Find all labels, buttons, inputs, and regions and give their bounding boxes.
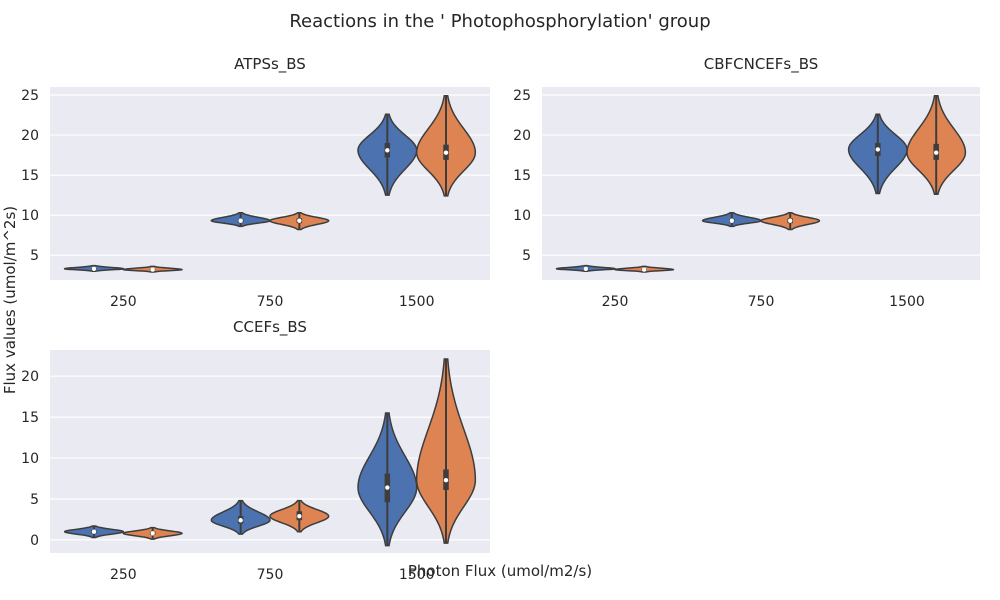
subplot-2: 5 10 15 20 25 250 750 1500 CBFCNCEFs_BS xyxy=(513,55,980,310)
x-tick-label: 1500 xyxy=(889,294,925,310)
violin-median-point xyxy=(385,148,390,153)
y-axis-label: Flux values (umol/m^2s) xyxy=(1,206,19,394)
violin-median-point xyxy=(934,150,939,155)
y-tick-label: 10 xyxy=(21,208,39,224)
violin-group xyxy=(701,211,762,228)
violin-group xyxy=(269,499,330,533)
y-tick-label: 5 xyxy=(30,248,39,264)
y-tick-label: 5 xyxy=(30,492,39,508)
y-tick-label: 15 xyxy=(21,168,39,184)
subplot-title: CCEFs_BS xyxy=(233,318,307,337)
violin-median-point xyxy=(238,518,243,523)
y-tick-label: 0 xyxy=(30,533,39,549)
x-tick-label: 250 xyxy=(110,294,137,310)
violin-median-point xyxy=(238,218,243,223)
subplot-1: 5 10 15 20 25 250 750 1500 ATPSs_BS xyxy=(21,55,490,310)
violin-group xyxy=(415,95,477,197)
violin-median-point xyxy=(642,267,647,272)
violin-median-point xyxy=(385,485,390,490)
violin-group xyxy=(122,526,183,540)
x-axis-label: Photon Flux (umol/m2/s) xyxy=(408,562,592,580)
plot-area xyxy=(50,87,490,280)
y-tick-label: 10 xyxy=(513,208,531,224)
violin-median-point xyxy=(150,531,155,536)
violin-group xyxy=(269,211,330,231)
violin-group xyxy=(614,265,675,273)
violin-group xyxy=(63,525,125,539)
violin-median-point xyxy=(729,218,734,223)
x-tick-label: 750 xyxy=(257,294,284,310)
x-tick-label: 250 xyxy=(110,567,137,583)
figure-title: Reactions in the ' Photophosphorylation'… xyxy=(289,11,710,32)
y-tick-label: 25 xyxy=(513,88,531,104)
violin-median-point xyxy=(150,267,155,272)
plot-area xyxy=(542,87,980,280)
violin-group xyxy=(415,358,477,544)
violin-median-point xyxy=(788,218,793,223)
violin-group xyxy=(357,412,418,547)
y-tick-label: 15 xyxy=(21,410,39,426)
y-tick-label: 20 xyxy=(513,128,531,144)
violin-median-point xyxy=(297,513,302,519)
violin-median-point xyxy=(875,147,880,152)
subplot-title: CBFCNCEFs_BS xyxy=(704,55,819,74)
violin-group xyxy=(122,265,183,273)
violin-median-point xyxy=(297,218,302,223)
y-tick-label: 25 xyxy=(21,88,39,104)
x-tick-label: 1500 xyxy=(399,294,435,310)
violin-group xyxy=(555,264,616,272)
y-tick-label: 5 xyxy=(522,248,531,264)
violin-group xyxy=(210,211,271,228)
y-tick-label: 20 xyxy=(21,369,39,385)
violin-group xyxy=(760,211,821,231)
x-tick-label: 1500 xyxy=(399,567,435,583)
y-tick-label: 15 xyxy=(513,168,531,184)
violin-group xyxy=(847,113,908,195)
x-tick-label: 250 xyxy=(602,294,629,310)
violin-median-point xyxy=(91,266,97,271)
x-tick-label: 750 xyxy=(748,294,775,310)
violin-group xyxy=(210,499,271,535)
violin-median-point xyxy=(443,477,449,483)
x-tick-label: 750 xyxy=(257,567,284,583)
y-tick-label: 10 xyxy=(21,451,39,467)
subplot-3: 0 5 10 15 20 250 750 1500 CCEFs_BS xyxy=(21,318,490,583)
subplot-title: ATPSs_BS xyxy=(234,55,306,74)
violin-group xyxy=(357,113,418,196)
violin-median-point xyxy=(91,529,97,534)
violin-median-point xyxy=(583,266,588,271)
violin-group xyxy=(63,264,125,272)
violin-median-point xyxy=(443,150,449,155)
violin-group xyxy=(906,95,967,196)
y-tick-label: 20 xyxy=(21,128,39,144)
subplots: 5 10 15 20 25 250 750 1500 ATPSs_BS 5 10 15 20 25 250 7… xyxy=(21,55,980,583)
